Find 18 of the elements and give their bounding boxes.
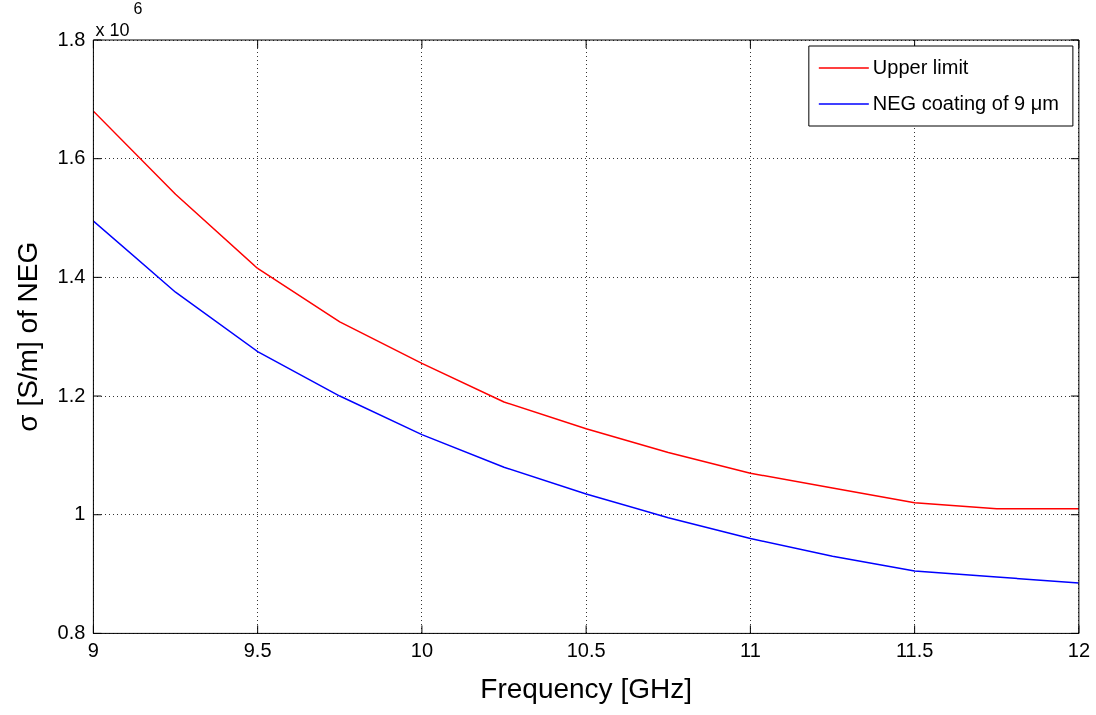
x-tick-label: 12 [1067,638,1090,661]
legend-label: NEG coating of 9 μm [872,91,1059,114]
y-tick-label: 1.8 [57,27,86,50]
y-tick-label: 1.4 [57,264,86,287]
y-tick-label: 1.6 [57,146,86,169]
x-tick-label: 11.5 [895,638,934,661]
y-axis-title: σ [S/m] of NEG [11,241,43,432]
x-tick-label: 9 [87,638,99,661]
x-tick-label: 9.5 [243,638,272,661]
x-tick-label: 10 [410,638,434,661]
y-tick-label: 1 [74,502,86,525]
x-tick-label: 11 [740,638,761,661]
annotation: x 106 [95,0,143,40]
y-tick-label: 0.8 [57,620,86,643]
legend-label: Upper limit [872,55,969,78]
y-tick-label: 1.2 [57,383,86,406]
x-axis-title: Frequency [GHz] [480,672,692,704]
x-tick-label: 10.5 [566,638,606,661]
